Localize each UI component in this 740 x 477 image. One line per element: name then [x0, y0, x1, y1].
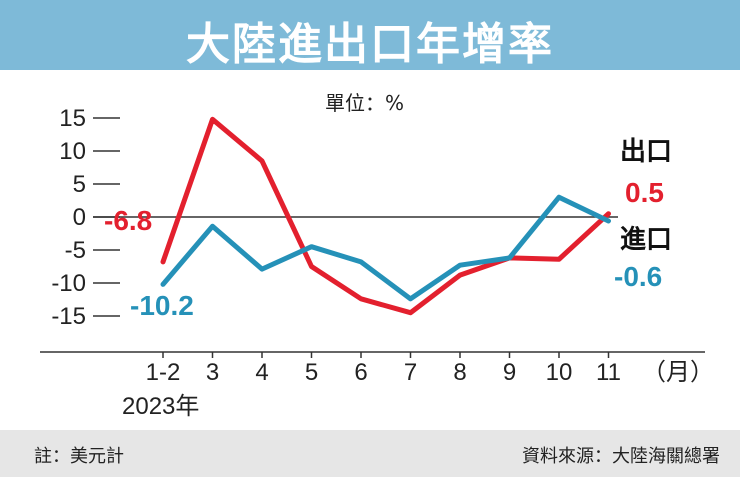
y-tick-label: -15 — [51, 303, 86, 330]
x-tick-label: 7 — [404, 359, 417, 386]
x-tick-label: 6 — [354, 359, 367, 386]
y-tick-label: -10 — [51, 270, 86, 297]
export-series-label: 出口 — [620, 137, 672, 167]
y-tick-label: 5 — [73, 171, 86, 198]
x-tick-label: 5 — [305, 359, 318, 386]
series-line-export — [160, 116, 611, 316]
x-axis: 1-2 3 4 5 6 7 8 9 10 11 （月） 2023年 — [40, 351, 714, 420]
title-bar: 大陸進出口年增率 — [0, 0, 740, 70]
export-last-value-label: 0.5 — [625, 177, 664, 208]
x-tick-label: 1-2 — [146, 359, 181, 386]
y-tick-label: 10 — [59, 138, 86, 165]
unit-label: 單位：% — [325, 91, 404, 115]
x-tick-label: 8 — [453, 359, 466, 386]
x-tick-label: 11 — [596, 359, 621, 386]
data-labels: -6.8 -10.2 出口 0.5 進口 -0.6 — [104, 137, 672, 321]
footer: 註：美元計 資料來源：大陸海關總署 — [0, 430, 740, 477]
footer-source: 資料來源：大陸海關總署 — [522, 446, 720, 467]
import-last-value-label: -0.6 — [614, 261, 662, 292]
import-series-label: 進口 — [620, 225, 672, 255]
x-tick-label: 9 — [503, 359, 516, 386]
year-label: 2023年 — [122, 393, 199, 420]
series-lines — [160, 116, 611, 316]
y-tick-label: 0 — [73, 204, 86, 231]
chart-title: 大陸進出口年增率 — [186, 19, 554, 70]
import-first-value-label: -10.2 — [130, 290, 194, 321]
export-first-value-label: -6.8 — [104, 205, 152, 236]
x-unit-label: （月） — [642, 359, 714, 386]
line-chart: 單位：% 15 10 5 0 -5 -10 -15 1-2 3 4 5 6 7 8 9 10 11 （月） 202… — [40, 91, 714, 420]
footer-note: 註：美元計 — [34, 446, 124, 467]
y-tick-label: -5 — [65, 237, 86, 264]
x-tick-label: 4 — [255, 359, 268, 386]
x-tick-label: 3 — [206, 359, 219, 386]
x-tick-label: 10 — [546, 359, 573, 386]
y-tick-label: 15 — [59, 105, 86, 132]
series-line-import — [160, 194, 611, 302]
